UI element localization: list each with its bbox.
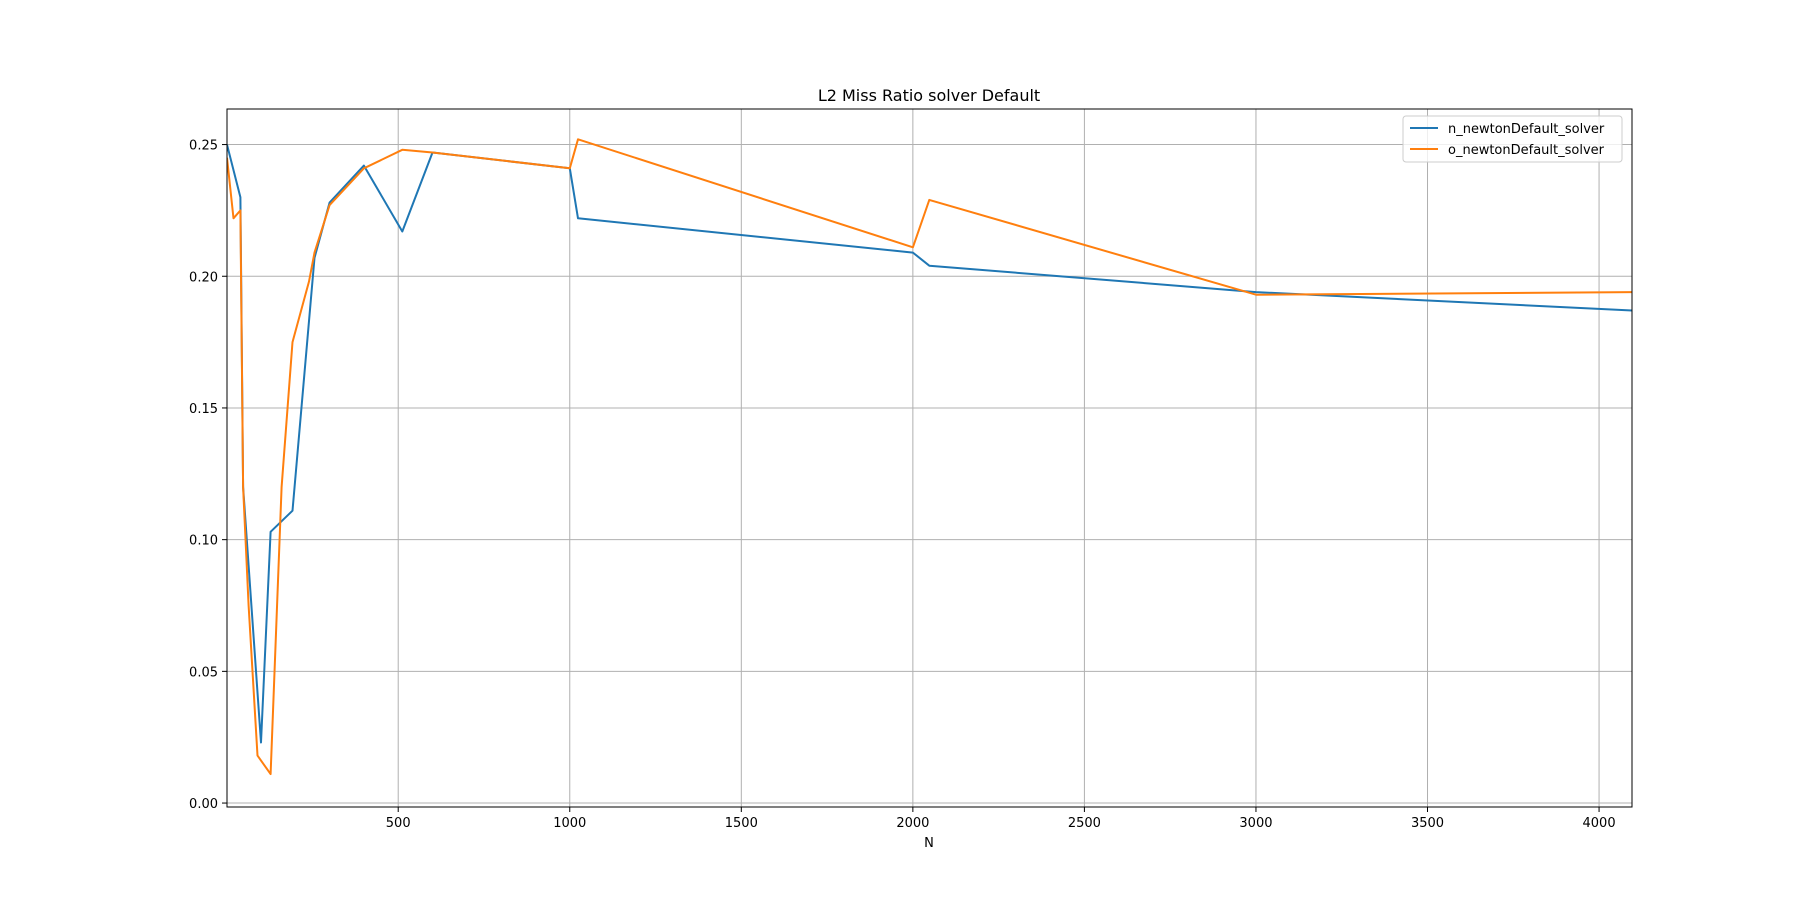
- legend-entry-label: o_newtonDefault_solver: [1448, 143, 1605, 158]
- x-tick-label: 1000: [553, 816, 586, 831]
- legend: n_newtonDefault_solver o_newtonDefault_so…: [1402, 115, 1623, 163]
- chart-title: L2 Miss Ratio solver Default: [818, 86, 1040, 105]
- y-tick-label: 0.20: [189, 270, 218, 285]
- series-lines: [227, 138, 1632, 776]
- x-tick-label: 2500: [1068, 816, 1101, 831]
- y-tick-label: 0.15: [189, 402, 218, 417]
- y-tick-label: 0.10: [189, 534, 218, 549]
- axis-ticks: 500 1000 1500 2000 2500 3000 3500 4000 0.00 0.05 0…: [189, 139, 1616, 831]
- x-tick-label: 2000: [896, 816, 929, 831]
- y-tick-label: 0.00: [189, 797, 218, 812]
- x-tick-label: 1500: [725, 816, 758, 831]
- grid-lines: [227, 109, 1632, 807]
- plot-area-frame: [226, 108, 1633, 808]
- x-tick-label: 4000: [1583, 816, 1616, 831]
- x-tick-label: 3000: [1239, 816, 1272, 831]
- legend-box: [1402, 115, 1623, 163]
- legend-entry-label: n_newtonDefault_solver: [1448, 122, 1605, 137]
- series-line-n_newtonDefault_solver: [227, 144, 1632, 744]
- y-tick-label: 0.05: [189, 665, 218, 680]
- x-tick-label: 500: [386, 816, 411, 831]
- x-tick-label: 3500: [1411, 816, 1444, 831]
- x-axis-label: N: [924, 836, 934, 851]
- series-line-o_newtonDefault_solver: [227, 138, 1632, 776]
- y-tick-label: 0.25: [189, 139, 218, 154]
